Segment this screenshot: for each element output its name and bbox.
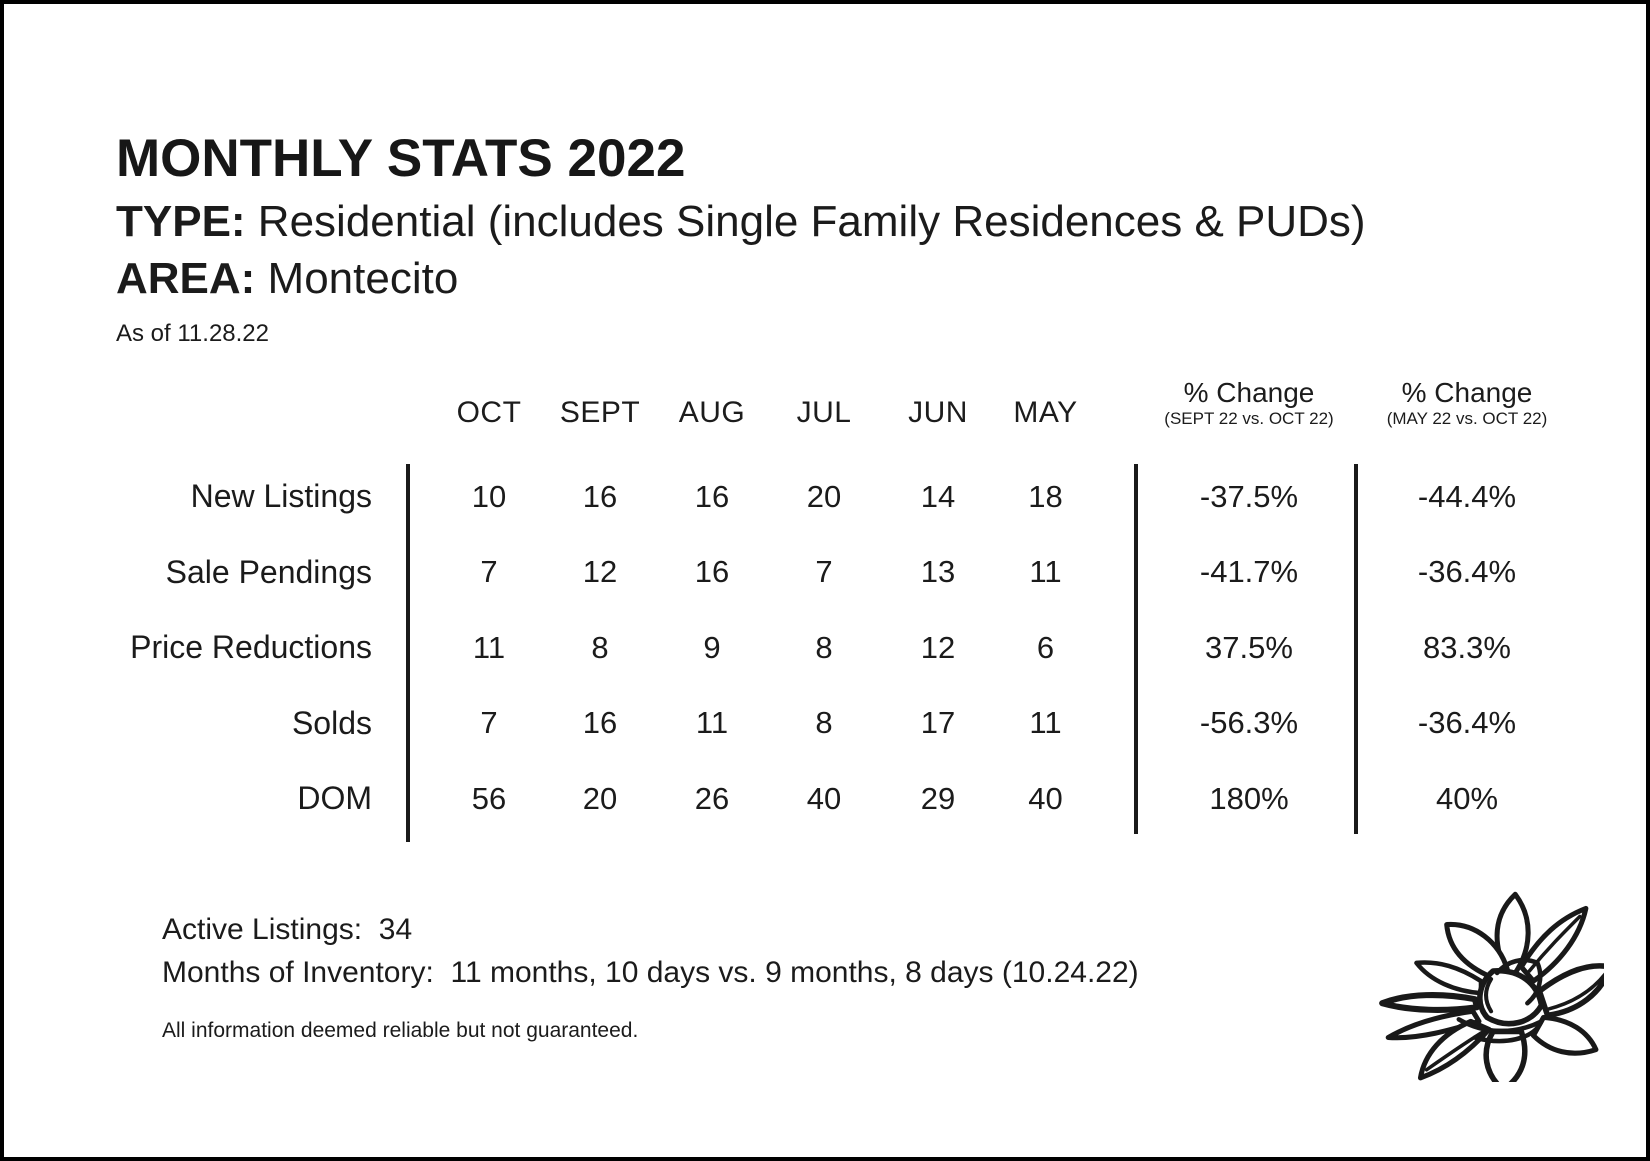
as-of-date: As of 11.28.22 — [116, 320, 269, 347]
cell-value: 11 — [1029, 705, 1062, 741]
cell-value: 40 — [806, 780, 842, 816]
cell-value: 7 — [815, 554, 833, 590]
cell-value: 7 — [480, 554, 498, 590]
column-header-jul: JUL — [796, 396, 852, 429]
area-label: AREA: — [116, 254, 256, 303]
column-header-oct: OCT — [456, 396, 522, 429]
cell-value: 12 — [920, 629, 956, 665]
cell-value: 12 — [582, 554, 618, 590]
row-label-solds: Solds — [291, 704, 372, 741]
cell-value: 9 — [703, 629, 721, 665]
type-value: Residential (includes Single Family Resi… — [245, 197, 1366, 246]
cell-value: 6 — [1036, 629, 1055, 665]
type-line: TYPE: Residential (includes Single Famil… — [116, 200, 1366, 244]
cell-value: 8 — [815, 705, 833, 741]
type-label: TYPE: — [116, 197, 246, 246]
cell-value: 13 — [920, 554, 956, 590]
cell-value: 16 — [694, 478, 730, 514]
cell-value: 11 — [1029, 554, 1062, 590]
column-header-aug: AUG — [678, 396, 746, 429]
pct-change-subtitle: (MAY 22 vs. OCT 22) — [1386, 409, 1548, 428]
row-label-dom: DOM — [297, 780, 372, 817]
disclaimer-text: All information deemed reliable but not … — [162, 1019, 639, 1042]
column-header-may: MAY — [1013, 396, 1078, 429]
cell-value: 7 — [480, 705, 498, 741]
inventory-label: Months of Inventory: — [162, 956, 434, 989]
cell-value: 17 — [920, 705, 956, 741]
cell-value: 16 — [582, 478, 618, 514]
cell-value: 20 — [582, 780, 618, 816]
cell-value: 10 — [471, 478, 507, 514]
row-label-sale-pendings: Sale Pendings — [165, 553, 372, 590]
cell-pct-may: 83.3% — [1423, 629, 1511, 665]
table-body: New Listings 10 16 16 20 14 18 -37.5% -4… — [4, 459, 1575, 837]
active-listings-label: Active Listings: — [162, 913, 363, 946]
cell-value: 8 — [815, 629, 833, 665]
row-label-price-reductions: Price Reductions — [130, 629, 372, 666]
area-line: AREA: Montecito — [116, 257, 458, 301]
months-of-inventory-line: Months of Inventory: 11 months, 10 days … — [162, 951, 1139, 994]
active-listings-value: 34 — [378, 913, 413, 946]
cell-value: 11 — [695, 705, 729, 741]
row-label-new-listings: New Listings — [190, 478, 372, 515]
table-divider-left — [406, 464, 410, 842]
cell-value: 16 — [694, 554, 730, 590]
inventory-value: 11 months, 10 days vs. 9 months, 8 days … — [450, 956, 1139, 989]
table-header-row: OCT SEPT AUG JUL JUN MAY % Change (SEPT … — [4, 364, 1575, 430]
column-header-jun: JUN — [908, 396, 968, 429]
cell-pct-may: -44.4% — [1417, 478, 1517, 514]
cell-value: 14 — [920, 478, 956, 514]
cell-value: 26 — [694, 780, 730, 816]
cell-value: 29 — [920, 780, 956, 816]
cell-pct-sept: 180% — [1209, 780, 1289, 816]
cell-value: 40 — [1028, 780, 1063, 816]
summary-block: Active Listings: 34 Months of Inventory:… — [162, 908, 1139, 994]
column-header-pct-change-may: % Change (MAY 22 vs. OCT 22) — [1359, 377, 1575, 430]
active-listings-line: Active Listings: 34 — [162, 908, 1139, 951]
table-divider-mid — [1134, 464, 1138, 834]
cell-value: 20 — [806, 478, 842, 514]
cell-pct-sept: 37.5% — [1205, 629, 1293, 665]
flower-logo — [1379, 891, 1604, 1082]
cell-pct-sept: -37.5% — [1199, 478, 1299, 514]
cell-value: 8 — [591, 629, 609, 665]
cell-value: 56 — [471, 780, 507, 816]
cell-pct-may: 40% — [1435, 780, 1499, 816]
cell-pct-may: -36.4% — [1417, 554, 1517, 590]
cell-value: 16 — [582, 705, 618, 741]
cell-pct-may: -36.4% — [1417, 705, 1517, 741]
cell-pct-sept: -56.3% — [1199, 705, 1299, 741]
table-divider-right — [1354, 464, 1358, 834]
page-title: MONTHLY STATS 2022 — [116, 129, 686, 188]
area-value: Montecito — [255, 254, 459, 303]
pct-change-title: % Change — [1183, 377, 1315, 408]
pct-change-title: % Change — [1401, 377, 1533, 408]
column-header-pct-change-sept: % Change (SEPT 22 vs. OCT 22) — [1139, 377, 1359, 430]
column-header-sept: SEPT — [559, 396, 641, 429]
pct-change-subtitle: (SEPT 22 vs. OCT 22) — [1164, 409, 1334, 428]
cell-value: 18 — [1028, 478, 1063, 514]
cell-pct-sept: -41.7% — [1199, 554, 1299, 590]
cell-value: 11 — [472, 629, 506, 665]
